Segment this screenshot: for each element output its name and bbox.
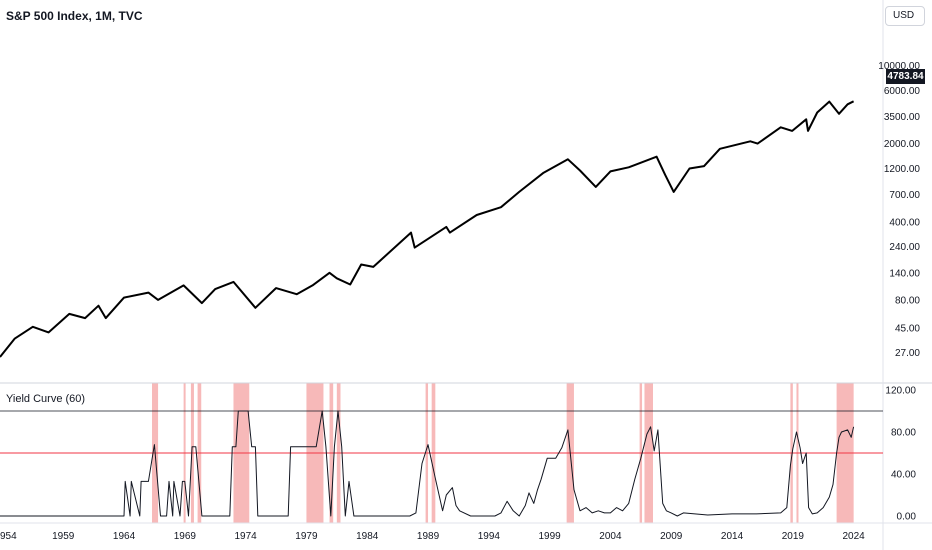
time-tick-label: 2019 <box>782 531 805 542</box>
indicator-tick-label: 0.00 <box>897 512 917 523</box>
time-tick-label: 2014 <box>721 531 744 542</box>
indicator-level-lines <box>0 410 883 454</box>
price-tick-label: 27.00 <box>895 348 920 359</box>
time-tick-label: 954 <box>0 531 17 542</box>
price-tick-label: 140.00 <box>889 268 920 279</box>
time-tick-label: 1984 <box>356 531 379 542</box>
time-tick-label: 2004 <box>599 531 622 542</box>
price-tick-label: 45.00 <box>895 323 920 334</box>
chart-title: S&P 500 Index, 1M, TVC <box>6 9 143 23</box>
price-tick-label: 2000.00 <box>884 139 921 150</box>
price-tick-label: 10000.00 <box>878 61 920 72</box>
time-tick-label: 1994 <box>478 531 501 542</box>
time-axis[interactable]: 954 1959 1964 1969 1974 1979 1984 1989 1994 1999 2… <box>0 531 865 542</box>
indicator-title: Yield Curve (60) <box>6 393 86 405</box>
indicator-tick-label: 80.00 <box>891 428 916 439</box>
time-tick-label: 1974 <box>235 531 258 542</box>
price-tick-label: 240.00 <box>889 242 920 253</box>
price-tick-label: 80.00 <box>895 295 920 306</box>
price-tick-label: 700.00 <box>889 190 920 201</box>
yield-curve-line <box>0 410 855 517</box>
time-tick-label: 1989 <box>417 531 440 542</box>
time-tick-label: 1959 <box>52 531 75 542</box>
time-tick-label: 1964 <box>113 531 136 542</box>
last-price-label: 4783.84 <box>886 69 925 84</box>
price-axis[interactable]: 10000.00 6000.00 3500.00 2000.00 1200.00 700.… <box>878 61 920 359</box>
indicator-tick-label: 120.00 <box>885 386 916 397</box>
price-tick-label: 400.00 <box>889 217 920 228</box>
indicator-tick-label: 40.00 <box>891 470 916 481</box>
time-tick-label: 1999 <box>539 531 562 542</box>
time-tick-label: 2009 <box>660 531 683 542</box>
price-tick-label: 1200.00 <box>884 164 921 175</box>
time-tick-label: 1969 <box>174 531 197 542</box>
sp500-price-line <box>0 100 855 358</box>
currency-button[interactable]: USD <box>885 6 925 26</box>
time-tick-label: 1979 <box>295 531 318 542</box>
price-tick-label: 6000.00 <box>884 86 921 97</box>
time-tick-label: 2024 <box>843 531 866 542</box>
price-tick-label: 3500.00 <box>884 112 921 123</box>
indicator-axis[interactable]: 120.00 80.00 40.00 0.00 <box>885 386 916 523</box>
